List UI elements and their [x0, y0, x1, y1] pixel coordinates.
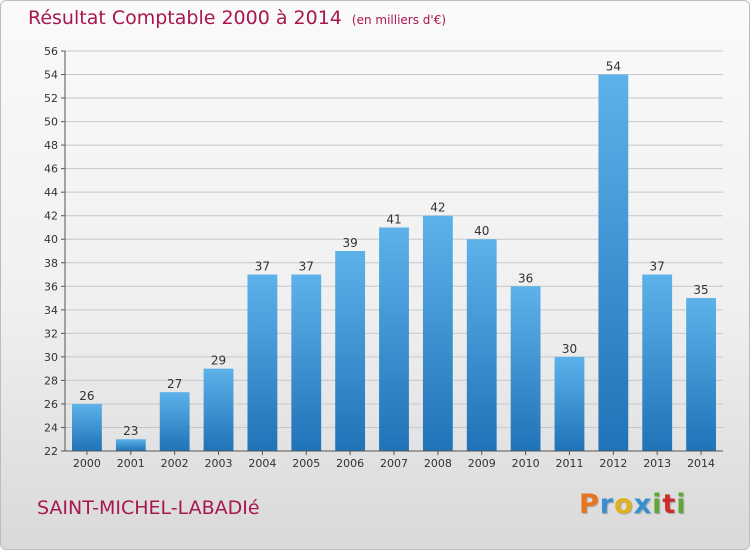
y-tick-label: 38: [44, 257, 58, 270]
bar-2012: [598, 74, 629, 451]
data-labels: 26 23 27 29 37 37 39 41 42 40 36 30 54 37 35: [79, 60, 708, 439]
y-tick-label: 24: [44, 421, 58, 434]
logo-letter: P: [579, 489, 600, 520]
x-tick-label: 2001: [117, 457, 145, 470]
axes: 22 24 26 28 30 32 34 36 38 40 42 44 46 48 50 52 54 56 2000…: [44, 45, 723, 470]
bar-2010: [510, 286, 541, 451]
y-tick-label: 56: [44, 45, 58, 58]
y-tick-label: 22: [44, 445, 58, 458]
data-label-2001: 23: [123, 424, 138, 438]
logo-letter: i: [652, 489, 663, 520]
proxiti-logo[interactable]: Proxiti: [579, 489, 687, 520]
x-tick-label: 2013: [643, 457, 671, 470]
bar-2005: [291, 274, 322, 451]
bar-2001: [115, 439, 146, 451]
bar-2014: [686, 298, 716, 451]
data-label-2011: 30: [562, 342, 577, 356]
data-label-2009: 40: [474, 224, 489, 238]
logo-letter: r: [599, 489, 615, 520]
bar-2003: [203, 368, 234, 451]
chart-title: Résultat Comptable 2000 à 2014 (en millie…: [28, 7, 446, 29]
x-tick-label: 2010: [512, 457, 540, 470]
logo-letter: t: [662, 489, 677, 520]
bar-2002: [159, 392, 190, 451]
y-tick-label: 28: [44, 374, 58, 387]
data-label-2010: 36: [518, 271, 533, 285]
y-tick-label: 42: [44, 210, 58, 223]
data-label-2014: 35: [693, 283, 708, 297]
y-tick-label: 46: [44, 163, 58, 176]
logo-letter: i: [676, 489, 687, 520]
y-tick-label: 54: [44, 69, 58, 82]
bar-2006: [335, 251, 366, 451]
y-tick-label: 26: [44, 398, 58, 411]
bars: [72, 74, 716, 451]
chart-title-text: Résultat Comptable 2000 à 2014: [28, 7, 342, 29]
x-tick-label: 2012: [599, 457, 627, 470]
x-tick-label: 2004: [248, 457, 276, 470]
bar-2013: [642, 274, 673, 451]
x-tick-label: 2007: [380, 457, 408, 470]
y-tick-label: 34: [44, 304, 58, 317]
y-tick-label: 52: [44, 92, 58, 105]
y-tick-label: 30: [44, 351, 58, 364]
x-tick-label: 2002: [161, 457, 189, 470]
bar-2008: [422, 215, 453, 451]
data-label-2013: 37: [650, 260, 665, 274]
bar-2011: [554, 356, 585, 451]
x-tick-label: 2011: [555, 457, 583, 470]
data-label-2004: 37: [255, 260, 270, 274]
chart-unit: (en milliers d'€): [351, 13, 447, 27]
bar-2009: [466, 239, 497, 451]
logo-letter: x: [633, 489, 653, 520]
data-label-2002: 27: [167, 377, 182, 391]
y-tick-label: 44: [44, 186, 58, 199]
x-tick-label: 2003: [205, 457, 233, 470]
x-tick-label: 2009: [468, 457, 496, 470]
logo-letter: o: [614, 489, 634, 520]
y-tick-label: 48: [44, 139, 58, 152]
data-label-2012: 54: [606, 60, 621, 74]
x-tick-label: 2000: [73, 457, 101, 470]
x-tick-label: 2014: [687, 457, 715, 470]
data-label-2003: 29: [211, 354, 226, 368]
data-label-2000: 26: [79, 389, 94, 403]
y-tick-label: 32: [44, 327, 58, 340]
commune-name: SAINT-MICHEL-LABADIé: [37, 497, 260, 519]
bar-2007: [379, 227, 409, 451]
bar-2004: [247, 274, 278, 451]
x-tick-label: 2005: [292, 457, 320, 470]
x-tick-label: 2006: [336, 457, 364, 470]
data-label-2008: 42: [430, 201, 445, 215]
y-tick-label: 36: [44, 280, 58, 293]
y-tick-label: 40: [44, 233, 58, 246]
bar-2000: [72, 403, 102, 451]
data-label-2006: 39: [342, 236, 357, 250]
data-label-2005: 37: [299, 260, 314, 274]
x-tick-label: 2008: [424, 457, 452, 470]
y-tick-label: 50: [44, 116, 58, 129]
data-label-2007: 41: [386, 212, 401, 226]
